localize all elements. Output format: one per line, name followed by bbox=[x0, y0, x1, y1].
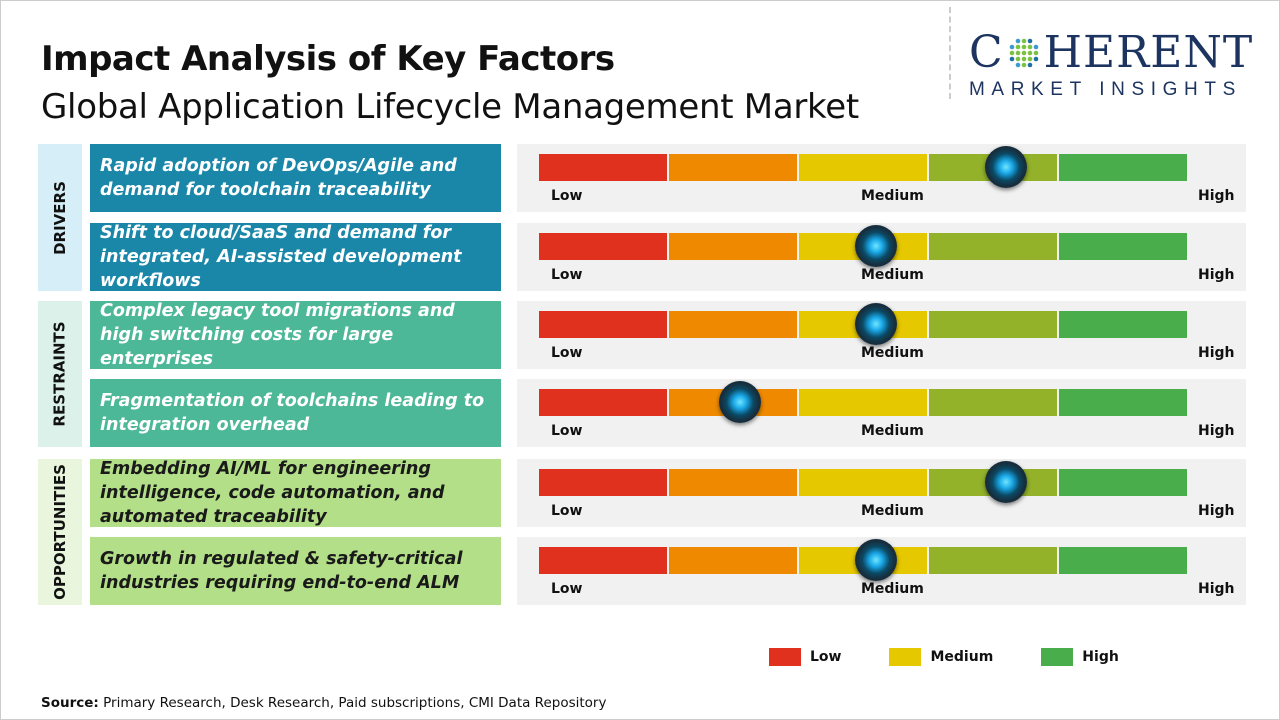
gauge-bar bbox=[539, 154, 1187, 181]
impact-level-marker bbox=[854, 225, 897, 267]
gauge-segment bbox=[799, 389, 927, 416]
gauge-segment bbox=[539, 233, 667, 260]
legend-label: Low bbox=[810, 649, 842, 665]
impact-level-marker bbox=[718, 381, 761, 423]
scale-label-high: High bbox=[1198, 188, 1235, 204]
scale-label-high: High bbox=[1198, 345, 1235, 361]
impact-level-marker bbox=[984, 146, 1027, 188]
factor-text: Fragmentation of toolchains leading to i… bbox=[90, 379, 501, 447]
source-note: Source: Primary Research, Desk Research,… bbox=[41, 695, 606, 711]
company-logo: C HERENT MARKET INSIGHTS bbox=[969, 27, 1254, 101]
gauge-segment bbox=[1059, 311, 1187, 338]
scale-label-medium: Medium bbox=[861, 267, 924, 283]
scale-label-medium: Medium bbox=[861, 188, 924, 204]
scale-label-medium: Medium bbox=[861, 345, 924, 361]
factor-text: Shift to cloud/SaaS and demand for integ… bbox=[90, 223, 501, 291]
gauge-segment bbox=[1059, 233, 1187, 260]
scale-label-medium: Medium bbox=[861, 581, 924, 597]
scale-label-high: High bbox=[1198, 503, 1235, 519]
gauge-segment bbox=[929, 311, 1057, 338]
impact-level-marker bbox=[984, 461, 1027, 503]
scale-label-high: High bbox=[1198, 581, 1235, 597]
page-subtitle: Global Application Lifecycle Management … bbox=[41, 87, 859, 127]
gauge-segment bbox=[929, 389, 1057, 416]
scale-label-low: Low bbox=[551, 267, 583, 283]
factor-text: Complex legacy tool migrations and high … bbox=[90, 301, 501, 369]
impact-level-marker bbox=[854, 303, 897, 345]
gauge-segment bbox=[799, 154, 927, 181]
gauge-segment bbox=[799, 469, 927, 496]
legend: Low Medium High bbox=[769, 648, 1167, 666]
gauge-bar bbox=[539, 547, 1187, 574]
impact-level-marker bbox=[854, 539, 897, 581]
legend-item: Medium bbox=[889, 648, 993, 666]
scale-label-medium: Medium bbox=[861, 423, 924, 439]
gauge-segment bbox=[1059, 469, 1187, 496]
globe-icon bbox=[1009, 38, 1038, 68]
impact-gauge: Low Medium High bbox=[517, 459, 1246, 527]
gauge-bar bbox=[539, 233, 1187, 260]
impact-gauge: Low Medium High bbox=[517, 223, 1246, 291]
category-drivers: DRIVERS bbox=[38, 144, 82, 291]
source-label: Source: bbox=[41, 695, 99, 711]
gauge-segment bbox=[539, 389, 667, 416]
gauge-segment bbox=[669, 547, 797, 574]
gauge-segment bbox=[669, 311, 797, 338]
factor-text: Rapid adoption of DevOps/Agile and deman… bbox=[90, 144, 501, 212]
gauge-segment bbox=[539, 547, 667, 574]
impact-gauge: Low Medium High bbox=[517, 301, 1246, 369]
page-title: Impact Analysis of Key Factors bbox=[41, 39, 615, 79]
impact-gauge: Low Medium High bbox=[517, 537, 1246, 605]
gauge-segment bbox=[1059, 389, 1187, 416]
legend-item: Low bbox=[769, 648, 841, 666]
legend-swatch bbox=[769, 648, 801, 666]
legend-label: Medium bbox=[930, 649, 994, 665]
legend-label: High bbox=[1082, 649, 1119, 665]
category-label: DRIVERS bbox=[51, 180, 70, 255]
category-label: OPPORTUNITIES bbox=[51, 464, 69, 600]
gauge-segment bbox=[1059, 154, 1187, 181]
gauge-segment bbox=[1059, 547, 1187, 574]
impact-gauge: Low Medium High bbox=[517, 144, 1246, 212]
category-label: RESTRAINTS bbox=[51, 321, 70, 427]
gauge-segment bbox=[669, 154, 797, 181]
legend-swatch bbox=[889, 648, 922, 666]
category-restraints: RESTRAINTS bbox=[38, 301, 82, 447]
scale-label-low: Low bbox=[551, 581, 583, 597]
gauge-segment bbox=[539, 154, 667, 181]
factor-text: Growth in regulated & safety-critical in… bbox=[90, 537, 501, 605]
scale-label-low: Low bbox=[551, 503, 583, 519]
scale-label-low: Low bbox=[551, 188, 583, 204]
gauge-bar bbox=[539, 469, 1187, 496]
divider bbox=[949, 7, 951, 99]
gauge-segment bbox=[669, 469, 797, 496]
gauge-segment bbox=[929, 233, 1057, 260]
scale-label-medium: Medium bbox=[861, 503, 924, 519]
gauge-bar bbox=[539, 311, 1187, 338]
scale-label-low: Low bbox=[551, 423, 583, 439]
scale-label-low: Low bbox=[551, 345, 583, 361]
gauge-segment bbox=[929, 547, 1057, 574]
gauge-segment bbox=[539, 469, 667, 496]
gauge-segment bbox=[539, 311, 667, 338]
legend-item: High bbox=[1041, 648, 1119, 666]
factor-text: Embedding AI/ML for engineering intellig… bbox=[90, 459, 501, 527]
scale-label-high: High bbox=[1198, 267, 1235, 283]
gauge-segment bbox=[669, 233, 797, 260]
category-opportunities: OPPORTUNITIES bbox=[38, 459, 82, 605]
legend-swatch bbox=[1041, 648, 1074, 666]
source-text: Primary Research, Desk Research, Paid su… bbox=[98, 695, 607, 711]
scale-label-high: High bbox=[1198, 423, 1235, 439]
gauge-bar bbox=[539, 389, 1187, 416]
impact-gauge: Low Medium High bbox=[517, 379, 1246, 447]
